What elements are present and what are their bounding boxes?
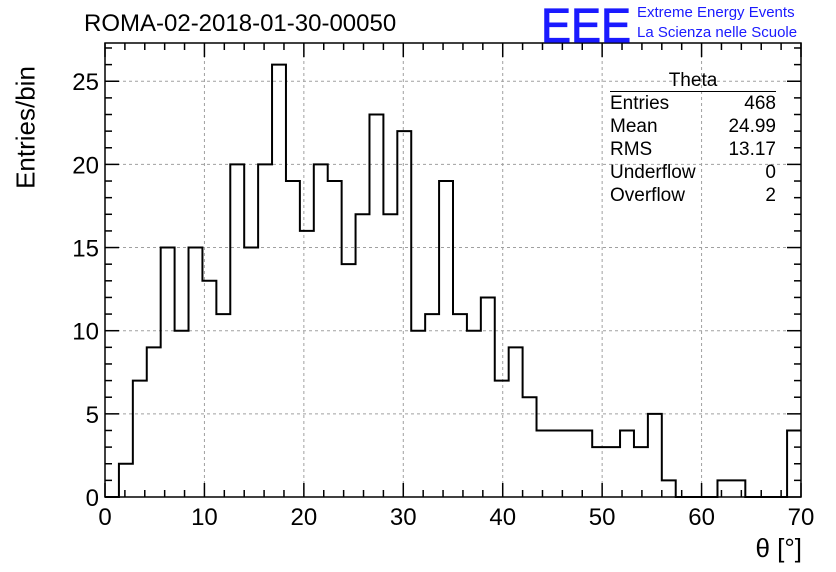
stats-value: 24.99 — [728, 116, 776, 137]
stats-row-overflow: Overflow 2 — [610, 184, 776, 207]
histogram-bin — [620, 430, 634, 497]
histogram-bin — [244, 248, 258, 497]
histogram-bin — [314, 164, 328, 497]
logo-line-1: Extreme Energy Events — [637, 4, 795, 21]
histogram-bin — [578, 430, 592, 497]
stats-value: 468 — [744, 93, 776, 114]
y-tick-label: 10 — [72, 319, 99, 346]
histogram-bin — [564, 430, 578, 497]
histogram-outline — [105, 63, 801, 498]
histogram-bin — [356, 214, 370, 497]
stats-value: 0 — [765, 162, 776, 183]
histogram-bin — [161, 248, 175, 497]
histogram-bin — [509, 347, 523, 497]
histogram-bin — [481, 297, 495, 497]
histogram-bin — [300, 231, 314, 497]
x-axis-label: θ [°] — [755, 533, 802, 563]
histogram-bin — [439, 181, 453, 497]
histogram-bin — [175, 331, 189, 497]
stats-label: RMS — [610, 139, 653, 160]
histogram-bin — [634, 447, 648, 497]
x-tick-label: 0 — [98, 504, 111, 531]
chart-title: ROMA-02-2018-01-30-00050 — [84, 10, 397, 37]
histogram-bin — [425, 314, 439, 497]
histogram-bin — [397, 131, 411, 497]
logo-line-2: La Scienza nelle Scuole — [637, 24, 798, 41]
x-tick-label: 20 — [291, 504, 318, 531]
stats-row-underflow: Underflow 0 — [610, 161, 776, 184]
y-tick-label: 0 — [86, 485, 99, 512]
histogram-bin — [202, 281, 216, 497]
y-tick-label: 5 — [86, 402, 99, 429]
histogram-bin — [147, 347, 161, 497]
histogram-bin — [731, 480, 745, 497]
y-axis-label: Entries/bin — [10, 66, 41, 189]
histogram-bin — [133, 381, 147, 497]
histogram-bin — [328, 181, 342, 497]
histogram-bin — [550, 430, 564, 497]
logo-caption: Extreme Energy Events La Scienza nelle S… — [637, 3, 797, 43]
x-tick-label: 60 — [688, 504, 715, 531]
histogram-bin — [369, 115, 383, 497]
histogram-bin — [189, 248, 203, 497]
logo-letters: EEE — [541, 2, 631, 46]
x-tick-label: 40 — [489, 504, 516, 531]
y-tick-label: 25 — [72, 69, 99, 96]
stats-row-entries: Entries 468 — [610, 92, 776, 115]
stats-title: Theta — [610, 71, 776, 92]
stats-label: Mean — [610, 116, 658, 137]
stats-row-mean: Mean 24.99 — [610, 115, 776, 138]
stats-box: Theta Entries 468 Mean 24.99 RMS 13.17 U… — [610, 71, 776, 207]
histogram-bin — [606, 447, 620, 497]
histogram-bin — [411, 331, 425, 497]
histogram-bin — [648, 414, 662, 497]
histogram-bin — [119, 464, 133, 497]
stats-value: 2 — [765, 185, 776, 206]
y-tick-label: 20 — [72, 152, 99, 179]
histogram-bin — [216, 314, 230, 497]
stats-value: 13.17 — [728, 139, 776, 160]
histogram-bin — [230, 164, 244, 497]
eee-logo: EEE — [541, 2, 632, 46]
x-tick-label: 10 — [191, 504, 218, 531]
histogram-bin — [342, 264, 356, 497]
y-tick-label: 15 — [72, 236, 99, 263]
histogram-bin — [286, 181, 300, 497]
stats-label: Underflow — [610, 162, 696, 183]
histogram-bin — [453, 314, 467, 497]
stats-label: Overflow — [610, 185, 685, 206]
histogram-bin — [537, 430, 551, 497]
histogram-bin — [523, 397, 537, 497]
plot-frame — [104, 42, 802, 498]
x-tick-label: 70 — [788, 504, 815, 531]
histogram-bin — [592, 447, 606, 497]
histogram-bin — [383, 214, 397, 497]
stats-row-rms: RMS 13.17 — [610, 138, 776, 161]
histogram-bin — [258, 164, 272, 497]
histogram-bin — [662, 480, 676, 497]
stats-label: Entries — [610, 93, 670, 114]
histogram-bin — [467, 331, 481, 497]
histogram-bin — [495, 381, 509, 497]
x-tick-label: 50 — [589, 504, 616, 531]
x-tick-label: 30 — [390, 504, 417, 531]
histogram-bin — [272, 65, 286, 497]
histogram-bin — [717, 480, 731, 497]
